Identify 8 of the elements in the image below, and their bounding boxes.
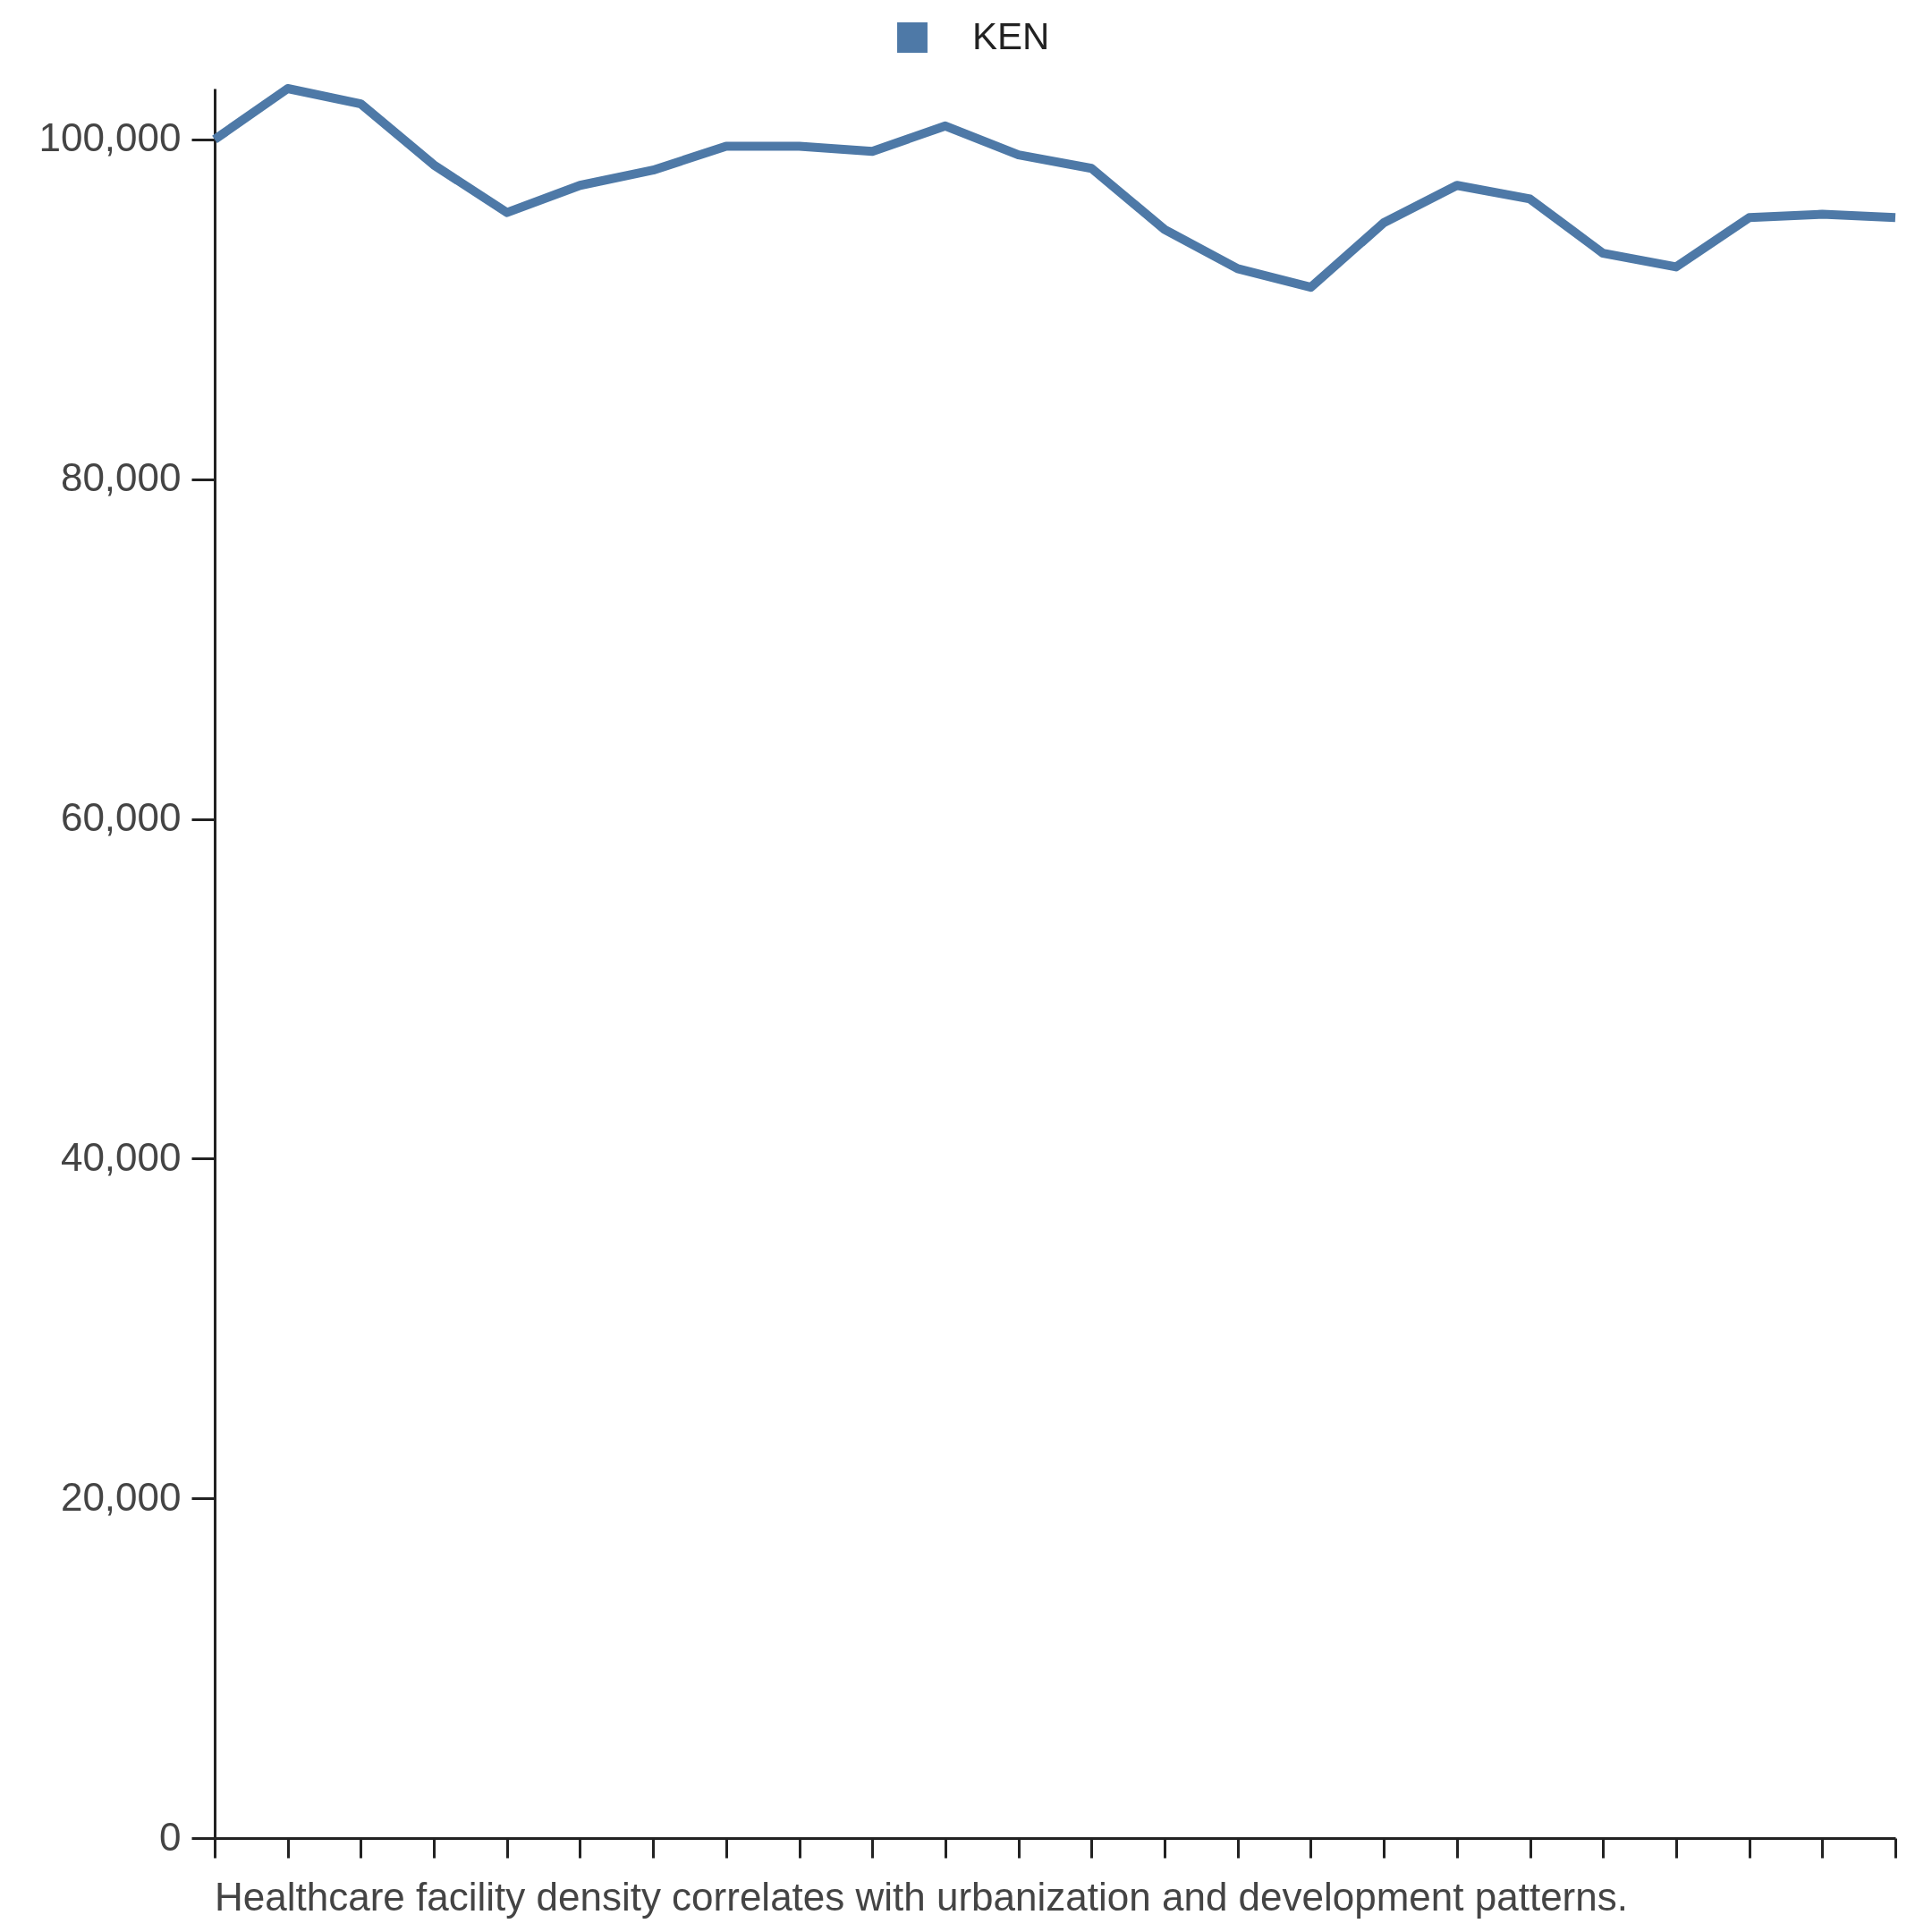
y-tick-label: 60,000	[60, 795, 182, 840]
y-tick-label: 20,000	[60, 1474, 182, 1519]
text: Healthcare facility density correlates with urbanization and development patterns.	[215, 1874, 1628, 1919]
y-tick-label: 80,000	[60, 455, 182, 500]
y-tick-label: 40,000	[60, 1134, 182, 1179]
y-tick-label: 100,000	[38, 115, 182, 160]
legend-label: KEN	[972, 15, 1050, 57]
y-tick-label: 0	[159, 1814, 182, 1859]
